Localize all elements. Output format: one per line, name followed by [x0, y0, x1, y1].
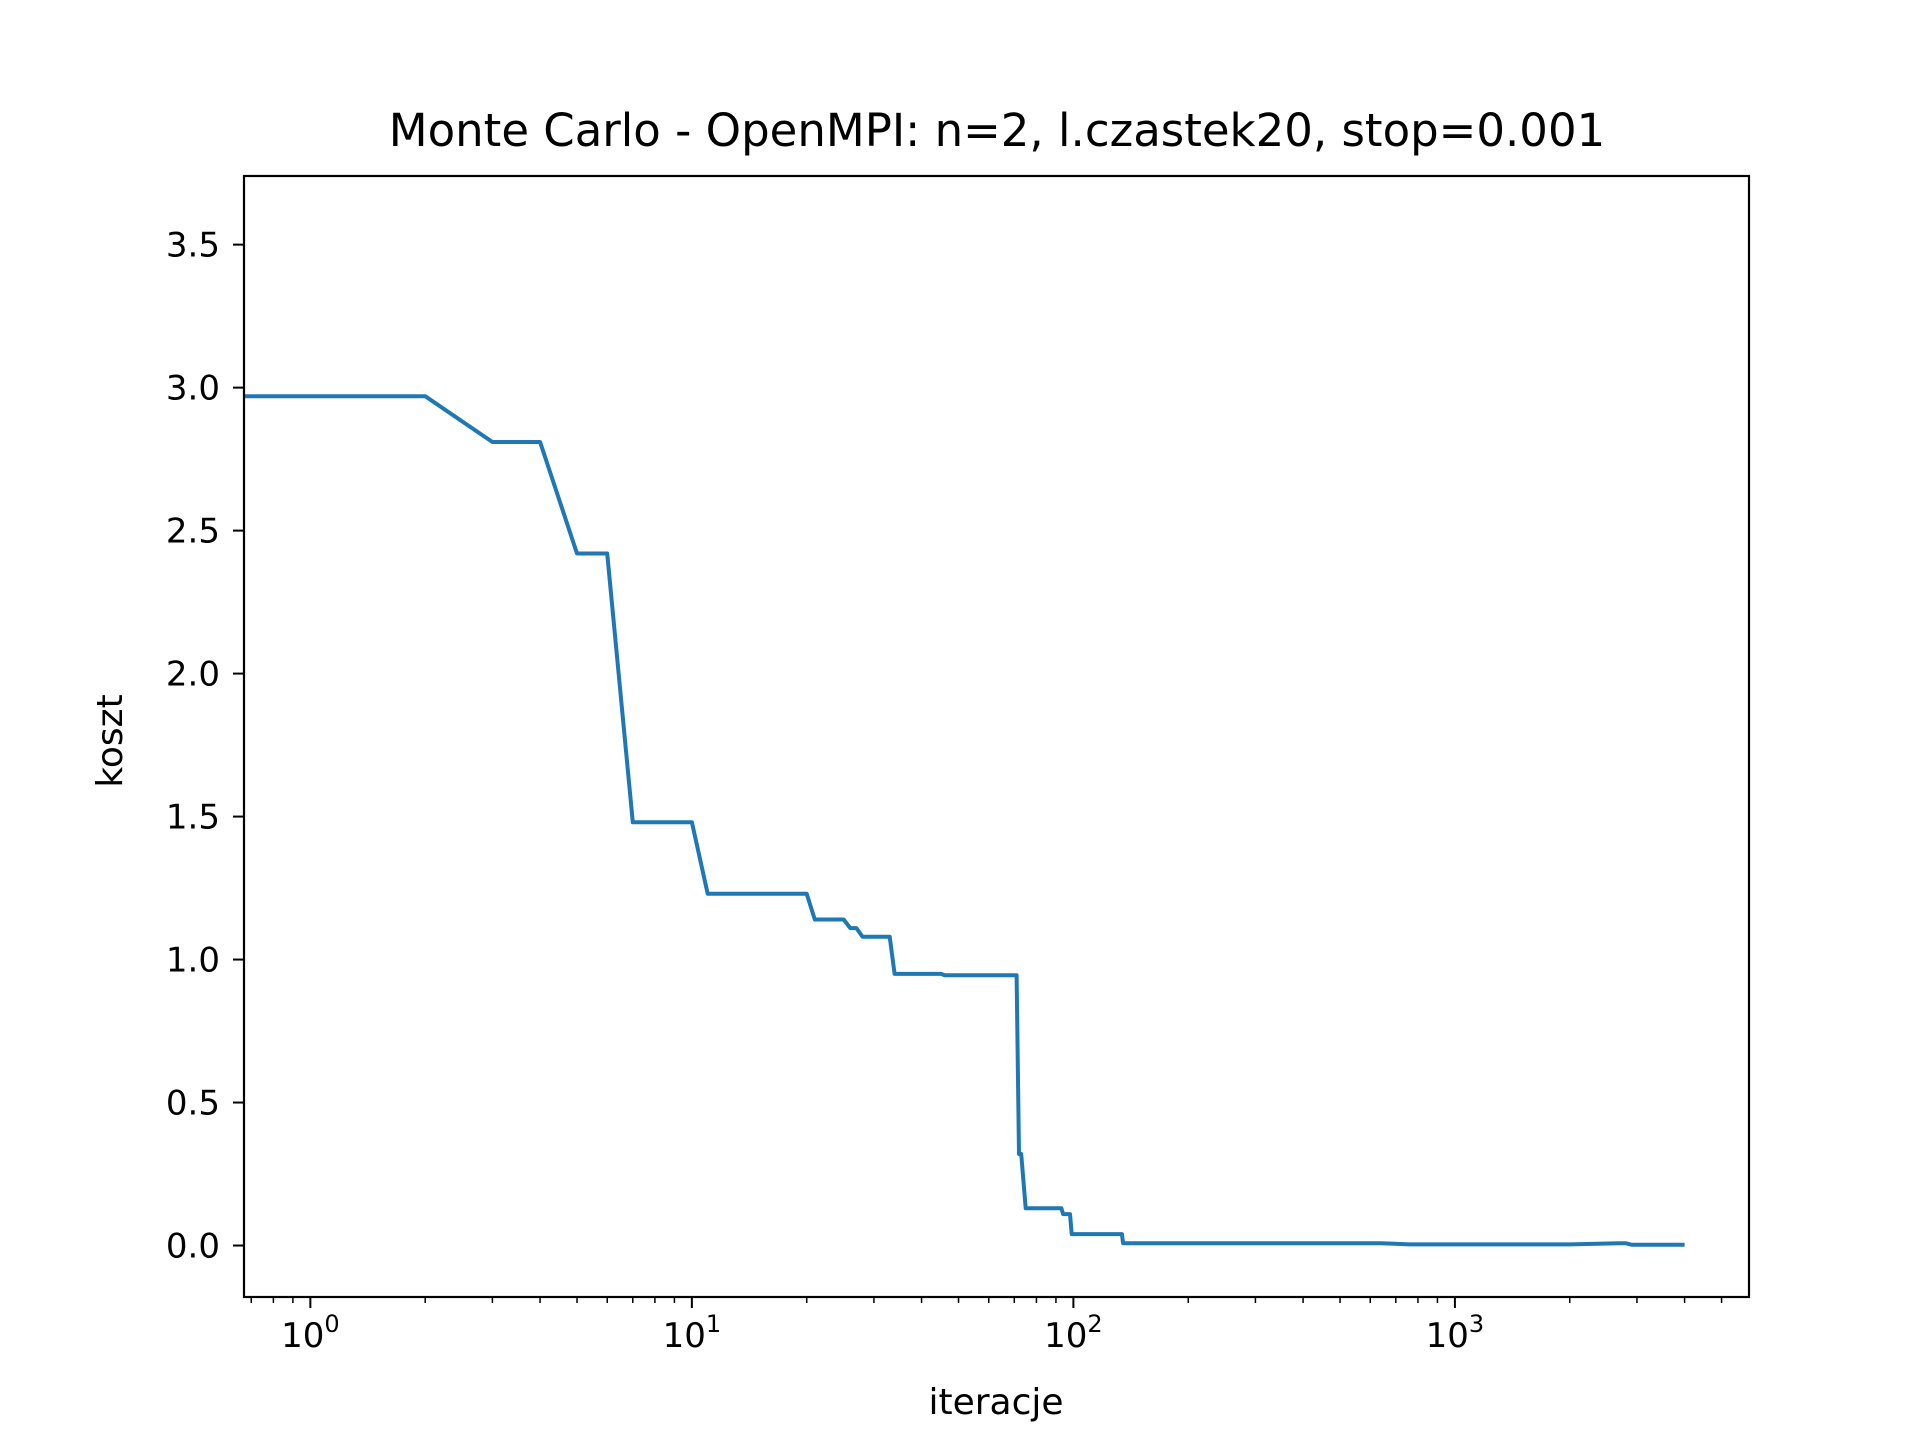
x-tick-label-1: 101 [663, 1310, 722, 1356]
y-tick-label-1: 0.5 [166, 1084, 220, 1124]
series-line-0 [244, 394, 1685, 1247]
x-axis-label: iteracje [928, 1382, 1063, 1423]
y-axis: 0.0 0.5 1.0 1.5 2.0 2.5 3.0 3.5 [166, 226, 244, 1267]
plot-frame [242, 174, 1751, 1299]
x-tick-label-2: 102 [1044, 1310, 1103, 1356]
chart-title: Monte Carlo - OpenMPI: n=2, l.czastek20,… [389, 104, 1605, 157]
x-tick-label-3: 103 [1426, 1310, 1485, 1356]
y-tick-label-0: 0.0 [166, 1227, 220, 1267]
y-tick-label-6: 3.0 [166, 369, 220, 409]
y-tick-label-5: 2.5 [166, 512, 220, 552]
plot-series [244, 394, 1685, 1247]
x-axis: 100 101 102 103 [250, 1297, 1723, 1356]
x-tick-label-0: 100 [281, 1310, 340, 1356]
y-tick-label-2: 1.0 [166, 941, 220, 981]
y-axis-label: koszt [90, 694, 131, 787]
y-tick-label-7: 3.5 [166, 226, 220, 266]
y-tick-label-4: 2.0 [166, 655, 220, 695]
y-tick-label-3: 1.5 [166, 798, 220, 838]
